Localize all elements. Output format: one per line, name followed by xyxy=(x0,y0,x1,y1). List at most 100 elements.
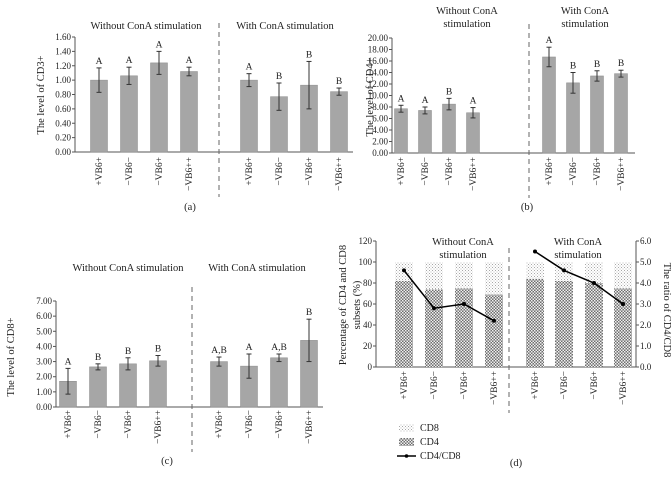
panel-d-ratio-point xyxy=(432,306,436,311)
panel-b-y-tick-label: 8.00 xyxy=(372,102,388,112)
panel-a-group-title-2: With ConA stimulation xyxy=(236,21,334,32)
panel-a-y-tick-label: 0.20 xyxy=(55,133,71,143)
panel-c-y-tick-label: 3.00 xyxy=(36,357,52,367)
panel-c-category-label: +VB6+ xyxy=(64,410,74,439)
panel-a-significance-letter: A xyxy=(246,63,253,73)
panel-d-bar-cd4 xyxy=(485,294,503,367)
panel-d-ratio-line xyxy=(534,250,624,305)
legend-cd8-label: CD8 xyxy=(420,423,439,434)
panel-b-bar xyxy=(442,103,456,154)
panel-d-bar-cd4 xyxy=(555,280,573,367)
panel-b-category-label: −VB6++ xyxy=(469,157,479,191)
panel-d-ratio-line xyxy=(403,269,495,322)
panel-b-y-tick-label: 14.00 xyxy=(368,68,389,78)
panel-c-category-label: +VB6+ xyxy=(215,410,225,439)
legend-ratio-marker xyxy=(404,454,409,458)
panel-a-y-tick-label: 1.20 xyxy=(55,61,71,71)
panel-a-y-tick-label: 0.00 xyxy=(55,147,71,157)
panel-d-group-title-1-line-1: Without ConA xyxy=(432,237,494,248)
panel-b-bar xyxy=(394,108,408,154)
panel-d-bar-cd8 xyxy=(526,262,544,279)
panel-b-group-title-2-line-1: With ConA xyxy=(561,6,610,17)
panel-a-label: (a) xyxy=(184,202,196,213)
panel-b-y-tick-label: 4.00 xyxy=(372,125,388,135)
panel-b-bar xyxy=(614,73,628,154)
panel-d-group-title-1-line-2: stimulation xyxy=(439,250,487,261)
panel-a-significance-letter: B xyxy=(336,77,342,87)
panel-d-bar-cd8 xyxy=(425,262,443,290)
panel-a-y-tick-label: 0.60 xyxy=(55,104,71,114)
panel-a-significance-letter: B xyxy=(276,72,282,82)
panel-a-bar xyxy=(330,91,348,153)
panel-d-y-axis-label-line-2: subsets (%) xyxy=(352,280,363,329)
panel-b-category-label: +VB6+ xyxy=(397,157,407,186)
panel-d-y-tick-label: 100 xyxy=(359,257,373,267)
panel-b-y-tick-label: 20.00 xyxy=(368,33,389,43)
panel-d-y-tick-label: 0 xyxy=(368,362,373,372)
panel-b-bar xyxy=(542,56,556,154)
panel-d-y2-tick-label: 4.0 xyxy=(640,278,652,288)
panel-c-y-tick-label: 0.00 xyxy=(36,402,52,412)
panel-c-bar xyxy=(210,361,228,408)
panel-b-group-title-1-line-1: Without ConA xyxy=(436,6,498,17)
panel-b-y-axis-label: The level of CD4+ xyxy=(365,57,376,136)
panel-d-y2-tick-label: 6.0 xyxy=(640,236,652,246)
panel-c-label: (c) xyxy=(161,456,173,467)
panel-c-significance-letter: B xyxy=(95,353,101,363)
panel-a-significance-letter: A xyxy=(186,56,193,66)
panel-c-category-label: −VB6− xyxy=(94,410,104,439)
panel-d-y-tick-label: 60 xyxy=(363,299,373,309)
panel-c-bar xyxy=(89,366,107,408)
panel-d-y2-tick-label: 0.0 xyxy=(640,362,652,372)
panel-b-significance-letter: A xyxy=(546,36,553,46)
panel-d-ratio-point xyxy=(533,249,537,254)
panel-c-significance-letter: B xyxy=(306,308,312,318)
panel-b-bar xyxy=(418,110,432,154)
panel-a-category-label: −VB6+ xyxy=(155,157,165,186)
panel-d-bar-cd4 xyxy=(614,288,632,367)
panel-b-significance-letter: B xyxy=(618,59,624,69)
panel-c-significance-letter: A,B xyxy=(211,346,227,356)
panel-d-category-label: −VB6++ xyxy=(490,371,500,405)
panel-a-y-tick-label: 1.60 xyxy=(55,32,71,42)
panel-d-category-label: −VB6+ xyxy=(590,371,600,400)
panel-d-label: (d) xyxy=(510,458,523,469)
panel-b-y-tick-label: 18.00 xyxy=(368,45,389,55)
panel-c-y-tick-label: 7.00 xyxy=(36,296,52,306)
panel-b-bar xyxy=(466,112,480,154)
legend-cd4-label: CD4 xyxy=(420,437,439,448)
panel-b-y-tick-label: 0.00 xyxy=(372,148,388,158)
panel-c-significance-letter: A xyxy=(65,357,72,367)
panel-b-y-tick-label: 16.00 xyxy=(368,56,389,66)
panel-b-category-label: −VB6− xyxy=(569,157,579,186)
panel-b-category-label: +VB6+ xyxy=(545,157,555,186)
panel-d-y-tick-label: 40 xyxy=(363,320,373,330)
panel-b-significance-letter: A xyxy=(422,96,429,106)
panel-d-y-tick-label: 120 xyxy=(359,236,373,246)
panel-d-ratio-point xyxy=(621,302,625,306)
panel-a-category-label: +VB6+ xyxy=(95,157,105,186)
panel-d-y2-tick-label: 3.0 xyxy=(640,299,652,309)
panel-a-y-tick-label: 1.40 xyxy=(55,46,71,56)
panel-a-bar xyxy=(120,75,138,153)
panel-a-significance-letter: B xyxy=(306,50,312,60)
panel-c-category-label: −VB6+ xyxy=(124,410,134,439)
legend-cd8-swatch xyxy=(399,424,414,432)
panel-d-bar-cd4 xyxy=(455,288,473,367)
panel-b-category-label: −VB6+ xyxy=(593,157,603,186)
legend-ratio-label: CD4/CD8 xyxy=(420,451,461,462)
panel-c-group-title-2: With ConA stimulation xyxy=(208,263,306,274)
panel-b-category-label: −VB6++ xyxy=(617,157,627,191)
panel-a-bar xyxy=(150,62,168,153)
panel-d-ratio-point xyxy=(462,302,466,306)
panel-d-bar-cd8 xyxy=(585,262,603,283)
panel-a-y-tick-label: 0.80 xyxy=(55,90,71,100)
panel-d-category-label: +VB6+ xyxy=(400,371,410,400)
panel-a-y-axis-label: The level of CD3+ xyxy=(36,55,47,134)
panel-c-y-tick-label: 6.00 xyxy=(36,311,52,321)
panel-c-y-tick-label: 1.00 xyxy=(36,387,52,397)
panel-c-y-tick-label: 4.00 xyxy=(36,341,52,351)
panel-b-y-tick-label: 2.00 xyxy=(372,137,388,147)
panel-d-y-axis-label: Percentage of CD4 and CD8 xyxy=(338,245,349,365)
